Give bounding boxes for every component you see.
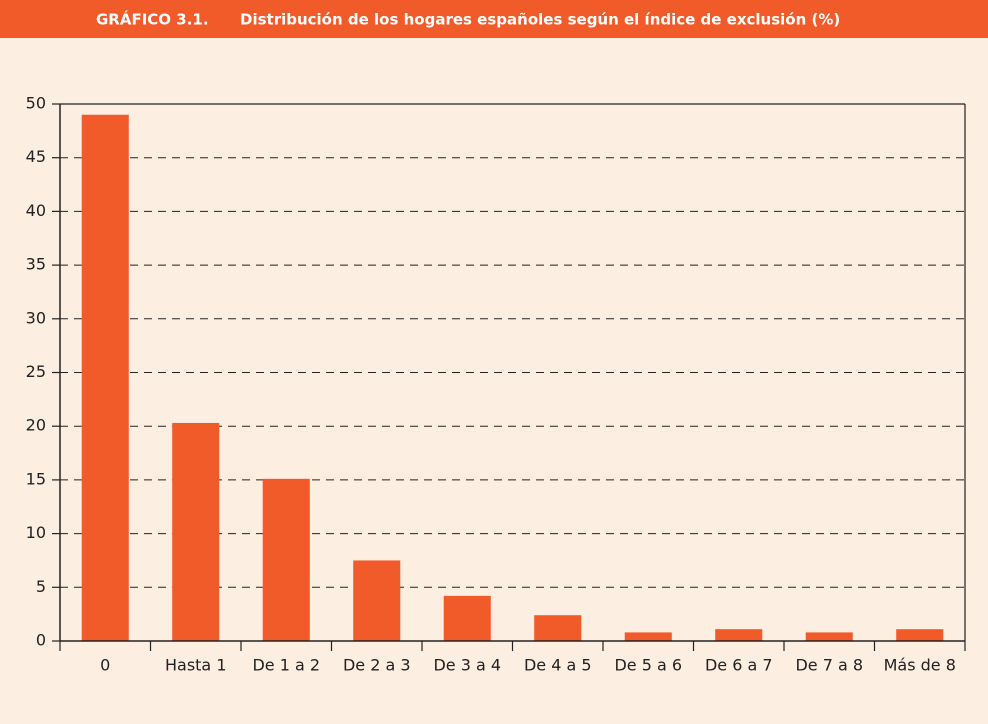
y-tick-label: 50 xyxy=(26,94,46,113)
title-bar xyxy=(0,0,988,38)
bar xyxy=(443,595,491,641)
bar xyxy=(715,629,763,641)
bar xyxy=(534,615,582,641)
x-tick-label: De 3 a 4 xyxy=(433,656,501,675)
bar xyxy=(353,560,401,641)
bar xyxy=(262,478,310,641)
y-tick-label: 10 xyxy=(26,523,46,542)
x-tick-label: De 2 a 3 xyxy=(343,656,411,675)
chart-title: Distribución de los hogares españoles se… xyxy=(240,11,840,29)
x-tick-label: De 7 a 8 xyxy=(795,656,863,675)
x-tick-label: Más de 8 xyxy=(884,656,956,675)
bar xyxy=(81,114,129,642)
x-tick-label: De 5 a 6 xyxy=(614,656,682,675)
x-tick-label: 0 xyxy=(100,656,110,675)
y-tick-label: 35 xyxy=(26,255,46,274)
y-tick-label: 45 xyxy=(26,147,46,166)
x-tick-label: De 1 a 2 xyxy=(252,656,320,675)
figure-label: GRÁFICO 3.1. xyxy=(96,10,209,29)
y-tick-label: 15 xyxy=(26,469,46,488)
y-tick-label: 25 xyxy=(26,362,46,381)
y-tick-label: 40 xyxy=(26,201,46,220)
bar xyxy=(624,632,672,641)
bar xyxy=(172,422,220,641)
x-tick-label: Hasta 1 xyxy=(165,656,227,675)
bar xyxy=(805,632,853,641)
x-tick-label: De 4 a 5 xyxy=(524,656,592,675)
y-tick-label: 0 xyxy=(36,631,46,650)
y-tick-label: 20 xyxy=(26,416,46,435)
y-tick-label: 30 xyxy=(26,308,46,327)
x-tick-label: De 6 a 7 xyxy=(705,656,773,675)
bar xyxy=(896,629,944,641)
y-tick-label: 5 xyxy=(36,577,46,596)
